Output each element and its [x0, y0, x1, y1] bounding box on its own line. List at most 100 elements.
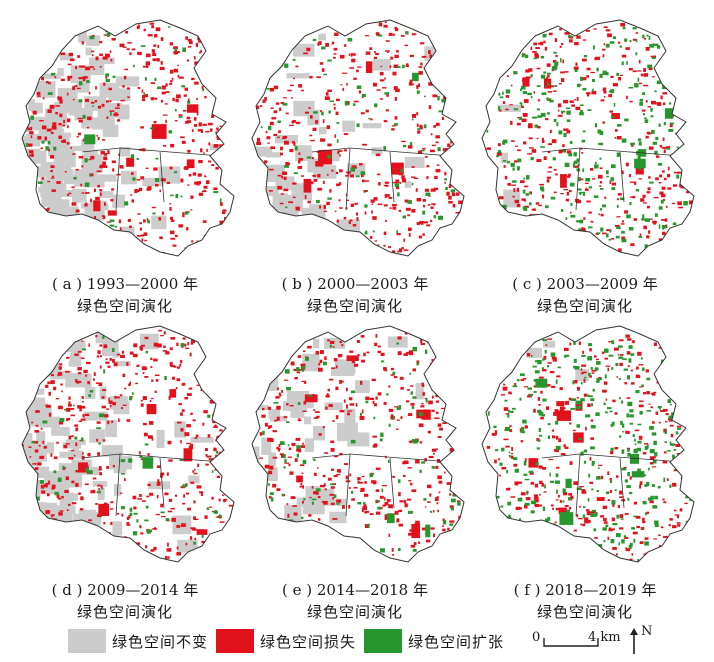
- cell-expansion: [407, 510, 413, 514]
- cell-expansion: [631, 527, 636, 530]
- cell-loss: [161, 515, 166, 518]
- cell-loss: [360, 112, 365, 115]
- cell-loss: [569, 461, 573, 465]
- cell-loss: [158, 217, 162, 221]
- cell-loss: [416, 123, 419, 127]
- cell-loss: [424, 188, 430, 192]
- cell-loss: [140, 399, 143, 402]
- cell-loss: [310, 181, 314, 185]
- cell-expansion: [637, 138, 642, 141]
- cell-loss: [67, 503, 71, 506]
- cell-loss: [79, 439, 82, 442]
- cell-expansion: [605, 524, 609, 528]
- cell-unchanged: [72, 189, 87, 203]
- cell-loss: [126, 48, 130, 51]
- cell-loss: [600, 497, 605, 501]
- panel-c-period: ( c ) 2003—2009 年: [512, 275, 658, 293]
- cell-loss: [293, 142, 296, 146]
- cell-expansion: [669, 441, 672, 446]
- cell-loss: [549, 371, 555, 374]
- cell-loss: [391, 57, 394, 60]
- cell-loss: [99, 192, 102, 196]
- cell-loss: [116, 512, 120, 515]
- cell-expansion: [627, 452, 631, 457]
- cell-loss: [172, 97, 175, 102]
- cell-loss: [540, 390, 543, 394]
- cell-unchanged: [64, 145, 88, 152]
- cell-loss: [638, 364, 644, 366]
- cell-loss: [672, 482, 677, 487]
- cell-loss: [188, 387, 193, 390]
- cell-loss: [545, 118, 549, 121]
- cell-loss: [522, 113, 528, 117]
- cell-loss: [300, 445, 306, 448]
- cell-loss: [547, 338, 553, 340]
- cell-expansion: [603, 348, 609, 353]
- cell-loss: [218, 144, 221, 147]
- cell-loss: [119, 165, 124, 169]
- cell-loss: [272, 456, 278, 459]
- cell-expansion: [504, 399, 508, 402]
- cell-loss: [422, 233, 425, 236]
- cell-loss: [585, 187, 588, 189]
- cell-loss: [86, 126, 90, 129]
- cell-loss: [68, 401, 71, 405]
- cell-loss: [336, 98, 340, 102]
- cell-loss: [607, 33, 612, 38]
- cell-loss: [391, 250, 396, 254]
- cell-loss: [111, 358, 115, 363]
- patch-loss: [365, 61, 373, 73]
- cell-loss: [516, 203, 521, 208]
- cell-loss: [99, 355, 103, 358]
- cell-loss: [364, 481, 367, 484]
- cell-loss: [324, 488, 327, 491]
- cell-expansion: [627, 401, 633, 407]
- cell-expansion: [609, 480, 613, 483]
- cell-unchanged: [331, 367, 355, 377]
- cell-loss: [272, 483, 277, 488]
- cell-loss: [313, 472, 317, 476]
- cell-unchanged: [109, 396, 128, 410]
- cell-loss: [78, 372, 82, 375]
- cell-expansion: [536, 447, 540, 450]
- cell-loss: [658, 421, 661, 424]
- cell-loss: [392, 33, 395, 36]
- cell-loss: [547, 171, 552, 173]
- cell-loss: [377, 173, 381, 176]
- cell-expansion: [651, 129, 655, 134]
- cell-loss: [399, 248, 402, 252]
- cell-loss: [349, 403, 355, 406]
- cell-expansion: [637, 447, 642, 452]
- cell-expansion: [362, 93, 366, 97]
- cell-loss: [48, 391, 51, 396]
- cell-loss: [403, 474, 406, 478]
- cell-unchanged: [39, 485, 63, 495]
- cell-expansion: [31, 441, 36, 444]
- cell-loss: [146, 64, 149, 69]
- cell-loss: [543, 355, 547, 360]
- cell-loss: [159, 189, 161, 193]
- cell-expansion: [508, 454, 511, 458]
- cell-loss: [162, 350, 168, 352]
- cell-expansion: [359, 412, 362, 416]
- cell-loss: [634, 181, 637, 185]
- cell-loss: [275, 395, 279, 399]
- cell-expansion: [549, 98, 552, 103]
- cell-loss: [317, 467, 319, 469]
- cell-loss: [150, 549, 155, 552]
- cell-loss: [349, 67, 355, 69]
- cell-loss: [605, 398, 608, 401]
- cell-loss: [346, 199, 350, 202]
- district-line: [541, 453, 683, 517]
- cell-expansion: [610, 177, 614, 182]
- cell-loss: [431, 395, 434, 399]
- cell-loss: [528, 123, 533, 126]
- cell-loss: [652, 421, 655, 424]
- cell-loss: [630, 196, 634, 198]
- cell-loss: [569, 422, 572, 425]
- cell-unchanged: [415, 383, 424, 400]
- cell-expansion: [580, 382, 583, 385]
- cell-loss: [384, 514, 389, 517]
- cell-expansion: [550, 480, 555, 484]
- cell-loss: [415, 188, 418, 192]
